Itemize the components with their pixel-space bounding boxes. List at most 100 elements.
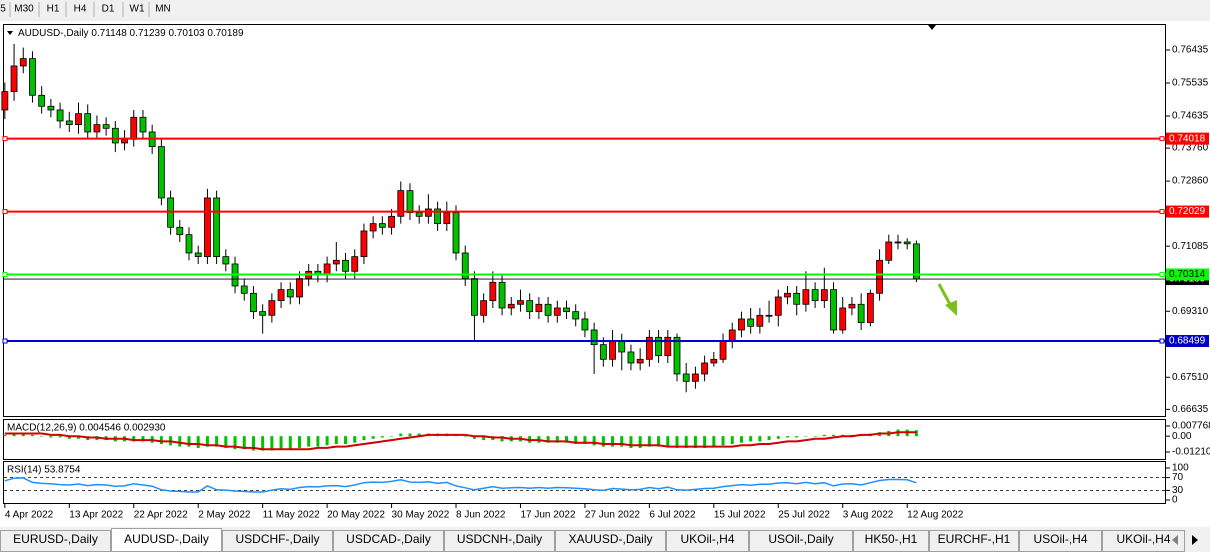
macd-bar (776, 436, 780, 439)
tab[interactable]: USDCNH-,Daily (444, 530, 555, 552)
tab-label[interactable]: USDCHF-,Daily (236, 532, 320, 546)
tab-label[interactable]: EURUSD-,Daily (13, 532, 98, 546)
level-anchor (2, 209, 8, 215)
macd-bar (611, 436, 615, 447)
candle-body (268, 300, 276, 316)
timeframe-button[interactable]: 5 (0, 4, 6, 15)
tab-label[interactable]: UKOil-,H4 (1116, 532, 1170, 546)
tab[interactable]: UKOil-,H4 (1102, 530, 1185, 552)
candle-body (664, 336, 672, 357)
macd-bar (316, 436, 320, 447)
macd-bar (362, 436, 366, 441)
y-tick-label: 0.69310 (1172, 306, 1209, 317)
tab[interactable]: EURUSD-,Daily (0, 530, 111, 552)
candle-body (157, 146, 165, 199)
candle-body (728, 329, 736, 342)
tab[interactable]: USDCAD-,Daily (333, 530, 444, 552)
tab[interactable]: USOil-,Daily (749, 530, 853, 552)
tab-label[interactable]: USOil-,Daily (768, 532, 833, 546)
y-tick-label: 0.73760 (1172, 143, 1209, 154)
macd-bar (822, 434, 826, 437)
tab-label[interactable]: XAUUSD-,Daily (568, 532, 652, 546)
timeframe-button[interactable]: D1 (102, 4, 115, 15)
x-tick-label: 3 Aug 2022 (843, 510, 894, 521)
tab-label[interactable]: AUDUSD-,Daily (124, 532, 209, 546)
tab-label[interactable]: HK50-,H1 (865, 532, 918, 546)
tab-scroll-right[interactable] (1192, 535, 1198, 545)
x-tick-label: 12 Aug 2022 (907, 510, 964, 521)
level-anchor (1159, 338, 1165, 344)
candle-body (194, 252, 202, 258)
candle-body (517, 300, 524, 305)
rsi-line (4, 477, 917, 493)
candle-body (894, 241, 902, 244)
candle-body (793, 292, 801, 305)
macd-bar (914, 430, 918, 437)
tab-label[interactable]: UKOil-,H4 (680, 532, 734, 546)
tab-label[interactable]: USOil-,H4 (1033, 532, 1087, 546)
tab[interactable]: USOil-,H4 (1019, 530, 1102, 552)
tab[interactable]: XAUUSD-,Daily (555, 530, 666, 552)
candle-body (885, 241, 893, 261)
candle-body (830, 289, 837, 331)
macd-bar (58, 436, 62, 438)
macd-bar (675, 436, 679, 448)
tab[interactable]: USDCHF-,Daily (222, 530, 333, 552)
macd-bar (307, 436, 311, 447)
timeframe-button[interactable]: M30 (14, 4, 34, 15)
y-tick-label: 0 (1172, 495, 1178, 506)
tab-scroll-left[interactable] (1172, 535, 1178, 545)
macd-bar (657, 436, 661, 447)
candle-body (572, 311, 580, 320)
tab[interactable]: AUDUSD-,Daily (111, 528, 222, 552)
macd-bar (767, 436, 771, 441)
macd-bar (555, 436, 559, 443)
candle-body (84, 113, 92, 133)
y-tick-label: 0.76435 (1172, 45, 1209, 56)
candle-body (673, 336, 681, 375)
candle-body (222, 256, 230, 265)
macd-bar (159, 436, 163, 445)
macd-bar (758, 436, 762, 442)
tab-label[interactable]: USDCNH-,Daily (457, 532, 542, 546)
candle-body (56, 109, 64, 122)
candle-body (360, 230, 368, 258)
x-tick-label: 2 May 2022 (198, 510, 251, 521)
macd-bar (647, 436, 651, 447)
tab[interactable]: UKOil-,H4 (666, 530, 749, 552)
candle-body (710, 358, 718, 364)
tab-label[interactable]: USDCAD-,Daily (346, 532, 431, 546)
timeframe-button[interactable]: H1 (47, 4, 60, 15)
macd-bar (196, 436, 200, 448)
candle-body (848, 303, 856, 309)
candle-body (130, 116, 138, 140)
macd-bar (344, 436, 348, 445)
macd-bar (334, 436, 338, 445)
macd-bar (21, 433, 25, 437)
candle-body (784, 292, 791, 298)
candle-body (65, 120, 73, 126)
tab[interactable]: HK50-,H1 (853, 530, 929, 552)
candle-body (452, 212, 460, 254)
macd-bar (270, 436, 274, 451)
macd-bar (785, 436, 789, 438)
timeframe-button[interactable]: MN (155, 4, 171, 15)
candle-body (121, 138, 128, 144)
level-anchor (2, 338, 8, 344)
tab[interactable]: EURCHF-,H1 (929, 530, 1019, 552)
macd-bar (233, 436, 237, 450)
candle-body (19, 58, 27, 67)
level-anchor (1159, 271, 1165, 277)
macd-bar (399, 433, 403, 437)
x-tick-label: 11 May 2022 (263, 510, 321, 521)
timeframe-button[interactable]: W1 (130, 4, 145, 15)
timeframe-button[interactable]: H4 (74, 4, 87, 15)
macd-bar (371, 436, 375, 439)
macd-bar (739, 436, 743, 443)
menu-marker (7, 31, 13, 35)
macd-bar (224, 436, 228, 448)
macd-bar (49, 436, 53, 438)
candle-body (240, 285, 248, 294)
candle-body (259, 311, 267, 316)
tab-label[interactable]: EURCHF-,H1 (938, 532, 1011, 546)
